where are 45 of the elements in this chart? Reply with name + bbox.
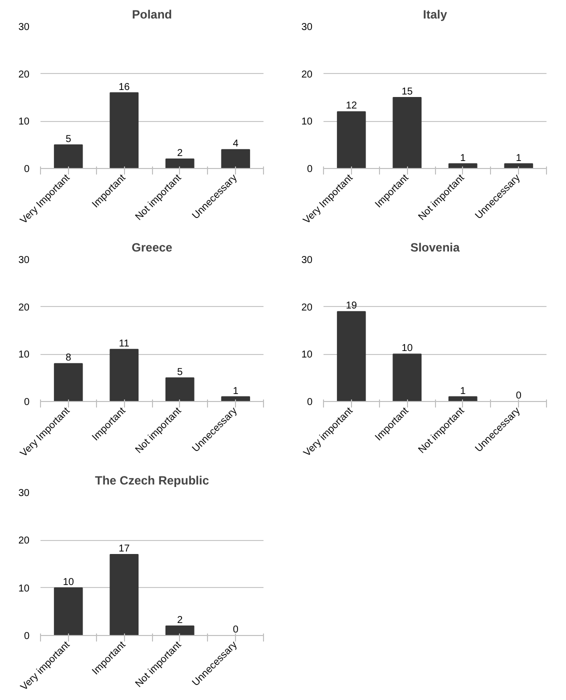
chart-title: The Czech Republic	[94, 474, 210, 488]
data-label: 2	[177, 148, 184, 160]
data-label: 10	[62, 576, 74, 588]
data-label: 15	[402, 86, 414, 98]
y-tick-label: 30	[18, 488, 30, 499]
y-tick-label: 20	[301, 302, 313, 314]
y-tick-label: 10	[18, 116, 30, 128]
data-label: 10	[402, 343, 414, 354]
data-label: 0	[232, 624, 239, 636]
y-tick-label: 20	[18, 69, 30, 80]
y-tick-label: 0	[306, 164, 313, 175]
data-label: 17	[118, 543, 130, 554]
data-label: 0	[516, 390, 522, 402]
data-label: 11	[118, 338, 130, 350]
y-tick-label: 10	[301, 350, 313, 361]
y-tick-label: 10	[18, 350, 30, 361]
data-label: 1	[232, 386, 239, 397]
y-tick-label: 10	[18, 583, 30, 594]
y-tick-label: 30	[18, 255, 30, 266]
y-tick-label: 0	[306, 397, 313, 408]
y-tick-label: 30	[301, 22, 313, 33]
data-label: 19	[346, 300, 358, 312]
chart-title: Poland	[132, 8, 172, 22]
data-label: 1	[516, 152, 522, 164]
data-label: 2	[177, 614, 184, 626]
y-tick-label: 0	[24, 164, 30, 175]
y-tick-label: 20	[18, 302, 30, 314]
data-label: 16	[118, 82, 130, 93]
chart-title: Slovenia	[410, 240, 460, 254]
y-tick-label: 0	[24, 631, 30, 642]
data-label: 4	[232, 138, 239, 150]
y-tick-label: 30	[301, 255, 313, 266]
y-tick-label: 30	[18, 22, 30, 33]
data-label: 12	[346, 100, 358, 112]
chart-title: Italy	[422, 8, 448, 22]
data-label: 5	[177, 366, 184, 378]
data-label: 1	[460, 386, 466, 397]
y-tick-label: 10	[301, 116, 313, 128]
data-label: 5	[66, 134, 72, 145]
y-tick-label: 20	[18, 536, 30, 547]
data-label: 8	[66, 352, 72, 364]
data-label: 1	[460, 152, 466, 164]
y-tick-label: 0	[24, 397, 30, 408]
y-tick-label: 20	[301, 69, 313, 80]
chart-title: Greece	[132, 240, 173, 254]
